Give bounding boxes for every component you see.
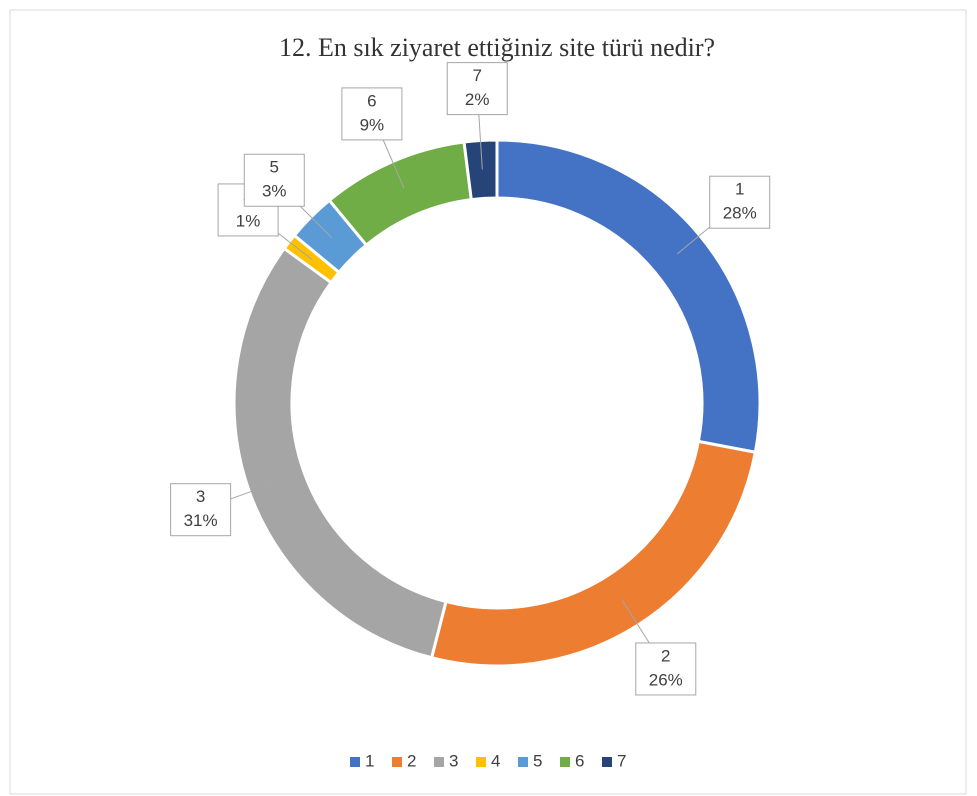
data-label-category: 7 — [472, 66, 481, 85]
data-label-value: 31% — [184, 511, 218, 530]
data-label-category: 1 — [735, 180, 744, 199]
legend-swatch — [602, 757, 612, 767]
data-label-value: 3% — [262, 182, 287, 201]
data-label-value: 1% — [236, 211, 261, 230]
legend-swatch — [434, 757, 444, 767]
data-label-category: 6 — [367, 91, 376, 110]
data-label-value: 26% — [649, 670, 683, 689]
data-label-category: 5 — [270, 158, 279, 177]
label-box — [243, 153, 305, 207]
legend-label: 5 — [533, 751, 542, 770]
data-label-value: 28% — [723, 204, 757, 223]
data-label-category: 3 — [196, 487, 205, 506]
label-box — [635, 642, 697, 696]
legend-swatch — [476, 757, 486, 767]
legend-label: 2 — [407, 751, 416, 770]
legend-swatch — [518, 757, 528, 767]
legend-label: 7 — [617, 751, 626, 770]
chart-title: 12. En sık ziyaret ettiğiniz site türü n… — [279, 33, 715, 62]
label-box — [170, 483, 232, 537]
legend-label: 1 — [365, 751, 374, 770]
data-label-value: 2% — [465, 90, 490, 109]
legend-label: 4 — [491, 751, 500, 770]
label-box — [446, 62, 508, 116]
legend-label: 6 — [575, 751, 584, 770]
label-box — [341, 87, 403, 141]
chart-border — [9, 9, 967, 795]
legend-label: 3 — [449, 751, 458, 770]
legend-swatch — [560, 757, 570, 767]
label-box — [709, 175, 771, 229]
data-label-category: 2 — [661, 646, 670, 665]
slice — [462, 138, 499, 202]
data-label-value: 9% — [360, 115, 385, 134]
legend-swatch — [350, 757, 360, 767]
legend-swatch — [392, 757, 402, 767]
